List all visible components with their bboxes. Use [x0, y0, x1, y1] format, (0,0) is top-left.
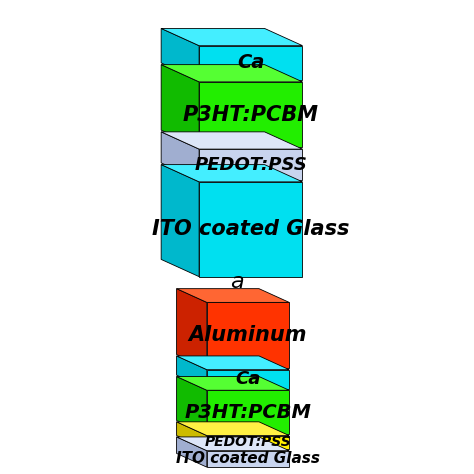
Polygon shape	[177, 437, 289, 451]
Polygon shape	[161, 28, 302, 46]
Polygon shape	[177, 376, 207, 434]
Text: Aluminum: Aluminum	[189, 325, 307, 346]
Bar	[207, 370, 289, 389]
Text: a: a	[230, 272, 244, 292]
Polygon shape	[177, 356, 207, 389]
Text: Ca: Ca	[235, 370, 261, 388]
Text: PEDOT:PSS: PEDOT:PSS	[205, 436, 292, 449]
Polygon shape	[161, 164, 302, 182]
Bar	[207, 390, 289, 434]
Polygon shape	[177, 422, 207, 449]
Text: P3HT:PCBM: P3HT:PCBM	[184, 403, 311, 422]
Polygon shape	[177, 289, 289, 302]
Bar	[199, 149, 302, 180]
Bar	[199, 82, 302, 147]
Polygon shape	[161, 164, 199, 277]
Text: ITO coated Glass: ITO coated Glass	[176, 451, 320, 466]
Polygon shape	[161, 64, 199, 147]
Polygon shape	[177, 356, 289, 370]
Polygon shape	[161, 132, 199, 180]
Polygon shape	[161, 64, 302, 82]
Text: PEDOT:PSS: PEDOT:PSS	[194, 155, 307, 173]
Bar	[207, 451, 289, 467]
Polygon shape	[177, 422, 289, 436]
Text: P3HT:PCBM: P3HT:PCBM	[183, 105, 319, 125]
Polygon shape	[161, 28, 199, 80]
Bar	[207, 302, 289, 368]
Text: ITO coated Glass: ITO coated Glass	[152, 219, 349, 239]
Bar	[207, 436, 289, 449]
Text: Ca: Ca	[237, 54, 264, 73]
Polygon shape	[177, 437, 207, 467]
Polygon shape	[177, 376, 289, 390]
Polygon shape	[177, 289, 207, 368]
Polygon shape	[161, 132, 302, 149]
Bar	[199, 46, 302, 80]
Bar	[199, 182, 302, 277]
